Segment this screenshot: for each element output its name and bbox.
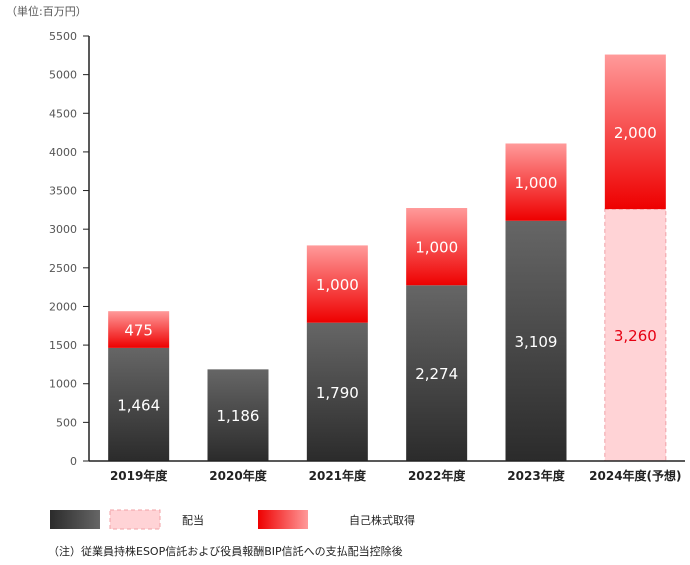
y-tick-label: 5500 — [49, 30, 77, 43]
legend-swatch-forecast — [109, 509, 161, 530]
x-category-label: 2021年度 — [309, 468, 367, 483]
bar-dividend — [604, 208, 667, 462]
bar-dividend — [207, 369, 269, 461]
bar-dividend — [108, 347, 170, 461]
y-tick-label: 0 — [70, 455, 77, 468]
x-category-label: 2022年度 — [408, 468, 466, 483]
bar-value-label-dividend: 1,464 — [117, 396, 160, 414]
bar-value-label-buyback: 2,000 — [614, 124, 657, 142]
bar-buyback — [108, 311, 170, 348]
x-category-label: 2019年度 — [110, 468, 168, 483]
bar-value-label-buyback: 1,000 — [316, 276, 359, 294]
bar-value-label-buyback: 1,000 — [415, 239, 458, 257]
y-tick-label: 5000 — [49, 69, 77, 82]
bar-value-label-dividend: 1,186 — [217, 407, 260, 425]
bar-buyback — [306, 245, 368, 323]
y-tick-label: 1000 — [49, 378, 77, 391]
legend-swatch-dividend — [50, 510, 100, 529]
bar-buyback — [505, 143, 567, 221]
x-axis-labels: 2019年度 2020年度 2021年度 2022年度 2023年度 2024年度(予想) — [110, 468, 682, 483]
legend-label-buyback: 自己株式取得 — [349, 513, 415, 527]
y-tick-label: 1500 — [49, 339, 77, 352]
legend-swatch-buyback — [258, 510, 308, 529]
x-category-label: 2023年度 — [507, 468, 565, 483]
bar-value-label-dividend: 3,109 — [515, 333, 558, 351]
unit-label: （単位:百万円） — [6, 4, 87, 18]
legend-label-dividend: 配当 — [182, 513, 204, 527]
y-tick-label: 4500 — [49, 107, 77, 120]
y-tick-label: 2500 — [49, 262, 77, 275]
x-category-label: 2020年度 — [209, 468, 267, 483]
bar-dividend — [505, 220, 567, 461]
x-category-label: 2024年度(予想) — [589, 468, 681, 483]
y-axis-ticks: 0 500 1000 1500 2000 2500 3000 3500 4000 4500 5000… — [49, 30, 89, 468]
bar-value-label-buyback: 1,000 — [515, 174, 558, 192]
bar-buyback — [604, 54, 666, 210]
y-tick-label: 2000 — [49, 300, 77, 313]
bars: 1,464 475 1,186 1,790 1,000 2,274 1,000 3,109 1,… — [108, 54, 667, 462]
y-tick-label: 500 — [56, 416, 77, 429]
bar-value-label-dividend: 2,274 — [415, 365, 458, 383]
bar-buyback — [406, 208, 468, 286]
bar-dividend — [406, 285, 468, 461]
bar-dividend — [306, 322, 368, 461]
footnote: （注）従業員持株ESOP信託および役員報酬BIP信託への支払配当控除後 — [48, 545, 403, 558]
y-tick-label: 3000 — [49, 223, 77, 236]
y-tick-label: 3500 — [49, 185, 77, 198]
bar-value-label-dividend: 1,790 — [316, 384, 359, 402]
bar-value-label-buyback: 475 — [124, 322, 153, 340]
axes — [88, 36, 685, 462]
bar-value-label-dividend: 3,260 — [614, 327, 657, 345]
legend: 配当 自己株式取得 — [50, 509, 415, 530]
y-tick-label: 4000 — [49, 146, 77, 159]
